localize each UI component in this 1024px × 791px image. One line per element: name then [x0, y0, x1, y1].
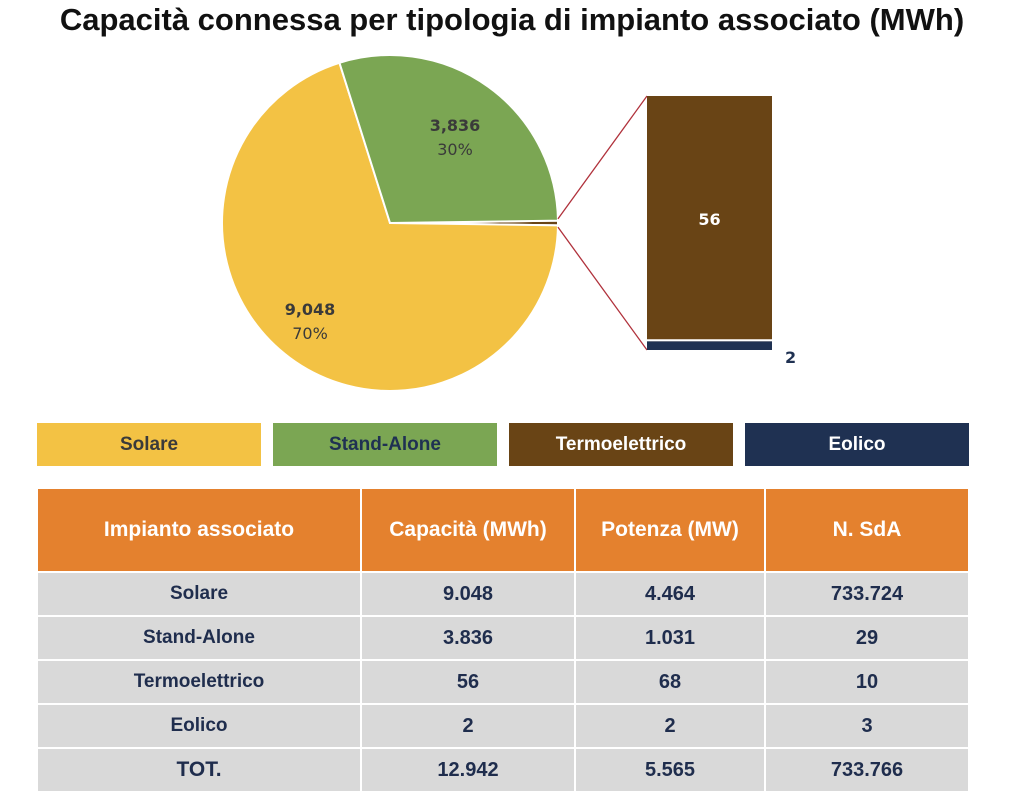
connector-lines: [557, 95, 648, 351]
pie: [221, 54, 559, 392]
header-impianto: Impianto associato: [38, 489, 362, 571]
table-row: Solare 9.048 4.464 733.724: [38, 571, 968, 615]
secondary-bar: [647, 96, 772, 350]
cell-total-capacita: 12.942: [362, 747, 576, 791]
bar-segment-termoelettrico: [647, 96, 772, 342]
legend-entry-termoelettrico: Termoelettrico: [509, 423, 733, 466]
legend: Solare Stand-Alone Termoelettrico Eolico: [37, 423, 969, 466]
cell-capacita: 9.048: [362, 571, 576, 615]
cell-capacita: 56: [362, 659, 576, 703]
cell-total-potenza: 5.565: [576, 747, 766, 791]
cell-potenza: 1.031: [576, 615, 766, 659]
table-row: Eolico 2 2 3: [38, 703, 968, 747]
cell-potenza: 2: [576, 703, 766, 747]
data-labels: 3,836 30% 9,048 70% 56 2: [285, 116, 796, 367]
pie-slice-solare: [221, 61, 559, 392]
chart-title: Capacità connessa per tipologia di impia…: [59, 2, 965, 37]
connector-line-bottom: [557, 226, 648, 351]
connector-line-top: [557, 95, 648, 220]
pie-value-label: 9,048: [285, 300, 336, 319]
cell-nsda: 3: [766, 703, 968, 747]
header-capacita: Capacità (MWh): [362, 489, 576, 571]
bar-segment-eolico: [647, 341, 772, 350]
legend-entry-stand-alone: Stand-Alone: [273, 423, 497, 466]
table-total-row: TOT. 12.942 5.565 733.766: [38, 747, 968, 791]
cell-nsda: 29: [766, 615, 968, 659]
legend-entry-solare: Solare: [37, 423, 261, 466]
table-row: Stand-Alone 3.836 1.031 29: [38, 615, 968, 659]
bar-value-label: 2: [785, 348, 796, 367]
table-row: Termoelettrico 56 68 10: [38, 659, 968, 703]
cell-capacita: 3.836: [362, 615, 576, 659]
cell-total-label: TOT.: [38, 747, 362, 791]
cell-nsda: 733.724: [766, 571, 968, 615]
pie-slice-stand-alone: [338, 54, 559, 225]
cell-impianto: Termoelettrico: [38, 659, 362, 703]
cell-impianto: Stand-Alone: [38, 615, 362, 659]
cell-nsda: 10: [766, 659, 968, 703]
summary-table: Impianto associato Capacità (MWh) Potenz…: [38, 489, 968, 791]
cell-impianto: Solare: [38, 571, 362, 615]
cell-potenza: 4.464: [576, 571, 766, 615]
bar-of-pie-chart: 3,836 30% 9,048 70% 56 2: [221, 54, 796, 392]
cell-capacita: 2: [362, 703, 576, 747]
header-nsda: N. SdA: [766, 489, 968, 571]
legend-entry-eolico: Eolico: [745, 423, 969, 466]
cell-total-nsda: 733.766: [766, 747, 968, 791]
header-potenza: Potenza (MW): [576, 489, 766, 571]
pie-value-label: 3,836: [430, 116, 481, 135]
bar-value-label: 56: [698, 210, 720, 229]
pie-percent-label: 70%: [292, 324, 328, 343]
table-header-row: Impianto associato Capacità (MWh) Potenz…: [38, 489, 968, 571]
cell-potenza: 68: [576, 659, 766, 703]
pie-percent-label: 30%: [437, 140, 473, 159]
cell-impianto: Eolico: [38, 703, 362, 747]
